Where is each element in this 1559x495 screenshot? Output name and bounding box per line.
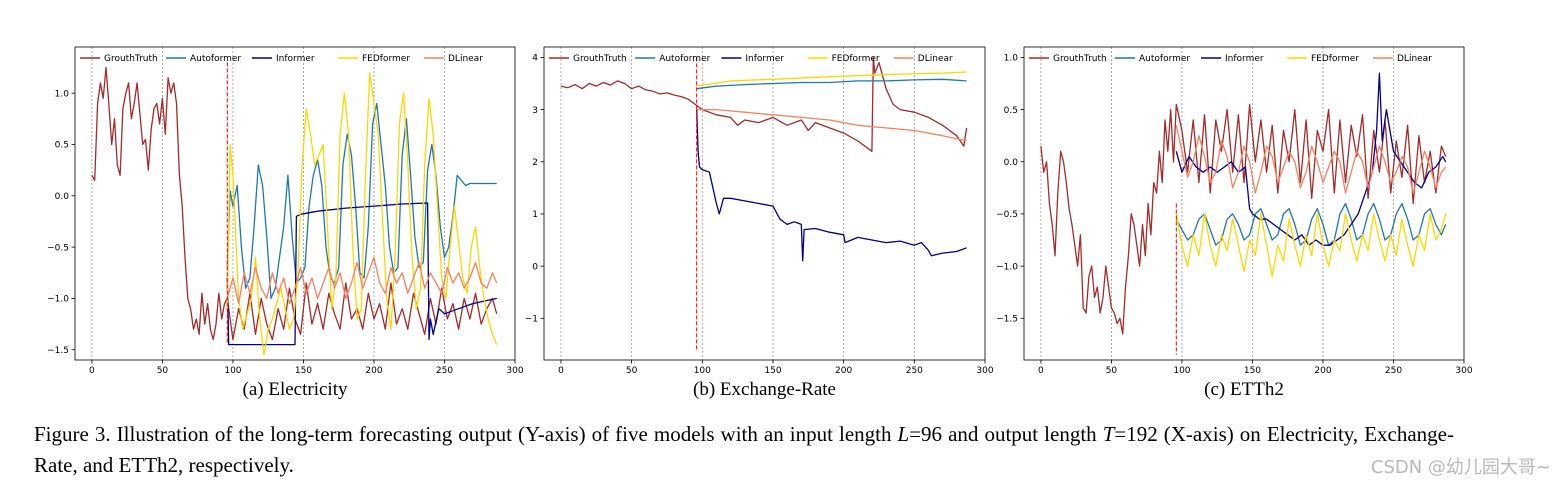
y-tick-label: 0 — [532, 262, 538, 272]
y-tick-label: 0.0 — [1004, 158, 1019, 168]
x-tick-label: 250 — [906, 366, 923, 376]
x-tick-label: 250 — [1385, 366, 1402, 376]
x-tick-label: 50 — [157, 366, 169, 376]
series-line-autoformer — [696, 78, 967, 90]
series-line-fedformer — [1175, 213, 1447, 278]
legend-label-grouthtruth: GrouthTruth — [104, 54, 158, 64]
y-tick-label: −1.5 — [47, 346, 69, 356]
legend-label-dlinear: DLinear — [448, 54, 483, 64]
y-tick-label: 0.5 — [55, 141, 69, 151]
y-tick-label: −0.5 — [47, 243, 69, 253]
y-tick-label: −1.0 — [996, 262, 1018, 272]
legend-label-autoformer: Autoformer — [659, 54, 710, 64]
legend-label-dlinear: DLinear — [1397, 54, 1432, 64]
x-tick-label: 0 — [89, 366, 95, 376]
legend-label-dlinear: DLinear — [918, 54, 953, 64]
y-tick-label: 1.0 — [55, 89, 70, 99]
panel-subcaption: (b) Exchange-Rate — [693, 379, 836, 400]
x-tick-label: 50 — [1106, 366, 1118, 376]
figure-panels: 0 50 100 150 200 250 300−1.5−1.0−0.50.00.51.0G… — [47, 46, 1473, 400]
x-tick-label: 150 — [1244, 366, 1261, 376]
legend-label-fedformer: FEDformer — [362, 54, 410, 64]
y-tick-label: 2 — [532, 158, 538, 168]
x-tick-label: 100 — [224, 366, 241, 376]
x-tick-label: 200 — [365, 366, 382, 376]
plot-frame — [1023, 46, 1465, 361]
x-tick-label: 200 — [1314, 366, 1331, 376]
series-line-dlinear — [696, 108, 967, 142]
x-tick-label: 300 — [1455, 366, 1472, 376]
x-tick-label: 0 — [558, 366, 564, 376]
x-tick-label: 150 — [295, 366, 312, 376]
chart-panel-1: 0 50 100 150 200 250 300 −1.5 −1.0 −0.5 0.0 0.5 1.0 G… — [47, 46, 524, 400]
caption-suffix: =192 (X-axis) on Electricity, Exchange-R… — [34, 422, 1454, 477]
y-tick-label: −1.0 — [47, 295, 69, 305]
x-tick-label: 300 — [976, 366, 993, 376]
caption-prefix: Figure 3. Illustration of the long-term … — [34, 422, 898, 446]
x-tick-label: 200 — [835, 366, 852, 376]
x-tick-label: 100 — [1173, 366, 1190, 376]
panel-subcaption: (a) Electricity — [243, 379, 348, 400]
legend-label-grouthtruth: GrouthTruth — [1053, 54, 1107, 64]
series-line-grouthtruth — [560, 56, 968, 152]
plot-frame — [543, 46, 986, 361]
series-line-grouthtruth — [91, 66, 498, 341]
y-tick-label: 0.0 — [55, 192, 70, 202]
series-line-grouthtruth — [1040, 103, 1447, 335]
x-tick-label: 100 — [694, 366, 711, 376]
x-tick-label: 0 — [1038, 366, 1044, 376]
legend-label-informer: Informer — [1225, 54, 1264, 64]
x-tick-label: 300 — [506, 366, 523, 376]
caption-L: L — [897, 422, 910, 446]
legend-label-informer: Informer — [745, 54, 784, 64]
series-line-informer — [226, 202, 497, 346]
series-line-dlinear — [226, 256, 498, 305]
legend-label-fedformer: FEDformer — [832, 54, 880, 64]
legend-label-informer: Informer — [276, 54, 315, 64]
series-line-autoformer — [1175, 202, 1447, 246]
x-tick-label: 250 — [436, 366, 453, 376]
figure-caption: Figure 3. Illustration of the long-term … — [34, 419, 1454, 481]
y-tick-label: −1.5 — [996, 314, 1018, 324]
chart-panel-2: 0 50 100 150 200 250 300 −1 0 1 2 3 4 GrouthTruth Auto… — [525, 46, 994, 400]
y-tick-label: 1.0 — [1004, 54, 1019, 64]
caption-T: T — [1102, 422, 1115, 446]
series-line-fedformer — [696, 71, 967, 87]
series-line-dlinear — [1175, 125, 1447, 194]
series-line-informer — [696, 109, 967, 262]
caption-mid: =96 and output length — [909, 422, 1103, 446]
watermark: CSDN @幼儿园大哥~ — [1370, 457, 1551, 478]
x-tick-label: 50 — [626, 366, 638, 376]
y-tick-label: 3 — [532, 106, 538, 116]
panel-subcaption: (c) ETTh2 — [1204, 379, 1284, 400]
y-tick-label: 4 — [532, 54, 538, 64]
legend-label-autoformer: Autoformer — [190, 54, 241, 64]
legend-label-fedformer: FEDformer — [1311, 54, 1359, 64]
x-tick-label: 150 — [764, 366, 781, 376]
y-tick-label: 0.5 — [1004, 106, 1018, 116]
y-tick-label: −0.5 — [996, 210, 1018, 220]
series-line-fedformer — [226, 72, 498, 356]
chart-panel-3: 0 50 100 150 200 250 300 −1.5 −1.0 −0.5 0.0 0.5 1.0 G… — [996, 46, 1473, 400]
plot-frame — [74, 46, 516, 361]
y-tick-label: −1 — [525, 314, 538, 324]
legend-label-autoformer: Autoformer — [1139, 54, 1190, 64]
legend-label-grouthtruth: GrouthTruth — [573, 54, 627, 64]
y-tick-label: 1 — [532, 210, 538, 220]
